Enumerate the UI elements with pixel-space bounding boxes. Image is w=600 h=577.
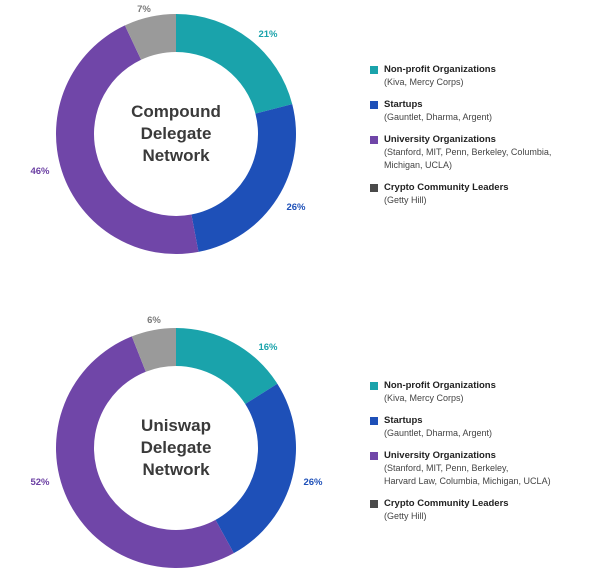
legend-name: Non-profit Organizations [384, 64, 496, 75]
compound-slice-startups [191, 104, 296, 252]
legend-description: (Kiva, Mercy Corps) [384, 77, 464, 87]
legend-name: Crypto Community Leaders [384, 182, 509, 193]
legend-swatch [370, 101, 378, 109]
uniswap-label-non-profit: 16% [258, 342, 278, 353]
uniswap-legend: Non-profit Organizations (Kiva, Mercy Cor… [370, 380, 595, 533]
uniswap-slice-crypto-leaders [131, 328, 176, 372]
uniswap-slice-non-profit [176, 328, 278, 405]
compound-legend-item-crypto-leaders: Crypto Community Leaders (Getty Hill) [370, 182, 595, 207]
uniswap-legend-item-crypto-leaders: Crypto Community Leaders (Getty Hill) [370, 498, 595, 523]
compound-slice-non-profit [176, 14, 293, 114]
compound-legend-item-university: University Organizations (Stanford, MIT, … [370, 134, 595, 172]
uniswap-title-line: Network [142, 460, 210, 479]
compound-slice-university [56, 25, 199, 255]
legend-description: Harvard Law, Columbia, Michigan, UCLA) [384, 476, 551, 486]
legend-description: (Stanford, MIT, Penn, Berkeley, [384, 463, 509, 473]
compound-label-crypto-leaders: 7% [137, 4, 151, 15]
uniswap-label-university: 52% [30, 477, 50, 488]
legend-swatch [370, 500, 378, 508]
uniswap-legend-item-university: University Organizations (Stanford, MIT, … [370, 450, 595, 488]
compound-title-line: Delegate [140, 124, 212, 143]
compound-legend-item-non-profit: Non-profit Organizations (Kiva, Mercy Cor… [370, 64, 595, 89]
legend-name: Crypto Community Leaders [384, 498, 509, 509]
legend-description: Michigan, UCLA) [384, 160, 453, 170]
uniswap-slice-university [56, 336, 234, 568]
uniswap-panel: 16% 26% 52% 6% Uniswap Delegate Network Non-p… [0, 300, 600, 577]
uniswap-label-crypto-leaders: 6% [147, 315, 161, 326]
uniswap-legend-item-startups: Startups (Gauntlet, Dharma, Argent) [370, 415, 595, 440]
legend-name: University Organizations [384, 134, 496, 145]
legend-swatch [370, 184, 378, 192]
uniswap-title-line: Uniswap [141, 416, 211, 435]
uniswap-legend-item-non-profit: Non-profit Organizations (Kiva, Mercy Cor… [370, 380, 595, 405]
compound-donut-chart: 21% 26% 46% 7% [30, 4, 306, 255]
legend-name: University Organizations [384, 450, 496, 461]
compound-legend: Non-profit Organizations (Kiva, Mercy Cor… [370, 64, 595, 217]
legend-description: (Getty Hill) [384, 511, 427, 521]
compound-panel: 21% 26% 46% 7% Compound Delegate Network Non-… [0, 0, 600, 280]
uniswap-label-startups: 26% [303, 477, 323, 488]
legend-description: (Kiva, Mercy Corps) [384, 393, 464, 403]
legend-description: (Gauntlet, Dharma, Argent) [384, 112, 493, 122]
compound-label-non-profit: 21% [258, 29, 278, 40]
legend-description: (Stanford, MIT, Penn, Berkeley, Columbia… [384, 147, 552, 157]
legend-swatch [370, 66, 378, 74]
legend-swatch [370, 452, 378, 460]
compound-slice-crypto-leaders [124, 14, 176, 60]
compound-label-university: 46% [30, 166, 50, 177]
compound-title-line: Network [142, 146, 210, 165]
legend-swatch [370, 136, 378, 144]
legend-name: Startups [384, 99, 423, 110]
compound-chart-title: Compound Delegate Network [106, 101, 246, 167]
legend-name: Non-profit Organizations [384, 380, 496, 391]
uniswap-title-line: Delegate [140, 438, 212, 457]
uniswap-chart-title: Uniswap Delegate Network [106, 415, 246, 481]
uniswap-slice-startups [215, 383, 296, 554]
uniswap-donut-chart: 16% 26% 52% 6% [30, 315, 323, 568]
legend-swatch [370, 417, 378, 425]
legend-description: (Gauntlet, Dharma, Argent) [384, 428, 493, 438]
legend-swatch [370, 382, 378, 390]
legend-name: Startups [384, 415, 423, 426]
compound-title-line: Compound [131, 102, 221, 121]
legend-description: (Getty Hill) [384, 195, 427, 205]
compound-legend-item-startups: Startups (Gauntlet, Dharma, Argent) [370, 99, 595, 124]
compound-label-startups: 26% [286, 202, 306, 213]
